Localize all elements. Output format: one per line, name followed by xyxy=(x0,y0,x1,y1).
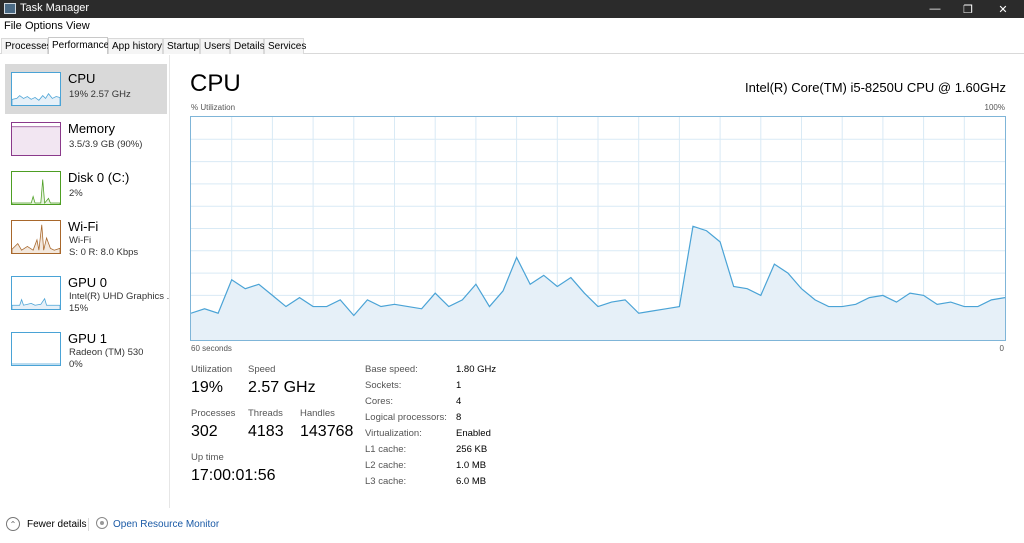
sidebar-item-name: Wi-Fi xyxy=(68,219,99,234)
sidebar-item-usage: 15% xyxy=(69,303,89,314)
sidebar-item-wifi[interactable]: Wi-Fi Wi-Fi S: 0 R: 8.0 Kbps xyxy=(5,212,167,262)
y-axis-label: % Utilization xyxy=(191,103,236,112)
spec-value: 256 KB xyxy=(456,444,488,455)
menu-view[interactable]: View xyxy=(66,20,90,32)
sidebar-item-detail: 3.5/3.9 GB (90%) xyxy=(69,139,143,150)
spec-value: 1.0 MB xyxy=(456,460,487,471)
resource-monitor-icon xyxy=(96,517,108,529)
open-resource-monitor-link[interactable]: Open Resource Monitor xyxy=(113,519,220,530)
disk-thumbnail-graph xyxy=(11,171,61,205)
utilization-value: 19% xyxy=(191,379,224,396)
maximize-button[interactable]: ❐ xyxy=(963,3,973,16)
handles-value: 143768 xyxy=(300,423,354,440)
sidebar-item-throughput: S: 0 R: 8.0 Kbps xyxy=(69,247,139,258)
spec-label: Virtualization: xyxy=(365,428,422,439)
sidebar-item-detail: Wi-Fi xyxy=(69,235,92,246)
memory-thumbnail-graph xyxy=(11,122,61,156)
cpu-usage-area xyxy=(191,226,1005,340)
processes-label: Processes xyxy=(191,408,236,419)
sidebar-item-name: GPU 0 xyxy=(68,275,108,290)
gpu0-thumbnail-graph xyxy=(11,276,61,310)
menu-options[interactable]: Options xyxy=(25,20,63,32)
sidebar-item-name: CPU xyxy=(68,71,96,86)
sidebar-item-gpu0[interactable]: GPU 0 Intel(R) UHD Graphics ... 15% xyxy=(5,268,169,318)
processes-value: 302 xyxy=(191,423,218,440)
sidebar-item-disk[interactable]: Disk 0 (C:) 2% xyxy=(5,163,167,213)
cpu-utilization-svg xyxy=(191,117,1005,340)
sidebar-item-detail: Radeon (TM) 530 xyxy=(69,347,144,358)
spec-value: 6.0 MB xyxy=(456,476,487,487)
sidebar-item-cpu[interactable]: CPU 19% 2.57 GHz xyxy=(5,64,167,114)
speed-label: Speed xyxy=(248,364,276,375)
cpu-model-name: Intel(R) Core(TM) i5-8250U CPU @ 1.60GHz xyxy=(745,80,1006,95)
spec-value: 8 xyxy=(456,412,462,423)
spec-label: L1 cache: xyxy=(365,444,407,455)
sidebar-item-gpu1[interactable]: GPU 1 Radeon (TM) 530 0% xyxy=(5,324,167,374)
sidebar-item-name: Disk 0 (C:) xyxy=(68,170,130,185)
sidebar-item-name: Memory xyxy=(68,121,115,136)
menu-bar: File Options View xyxy=(0,18,1024,35)
spec-value: 4 xyxy=(456,396,462,407)
tab-bar: Processes Performance App history Startu… xyxy=(0,36,1024,54)
sidebar-item-detail: Intel(R) UHD Graphics ... xyxy=(69,291,169,302)
uptime-label: Up time xyxy=(191,452,224,463)
footer: ⌃ Fewer details Open Resource Monitor xyxy=(0,513,1024,538)
tab-users[interactable]: Users xyxy=(200,38,230,54)
chevron-up-icon[interactable]: ⌃ xyxy=(6,517,20,531)
spec-label: Base speed: xyxy=(365,364,418,375)
utilization-label: Utilization xyxy=(191,364,233,375)
speed-value: 2.57 GHz xyxy=(248,379,316,396)
fewer-details-button[interactable]: Fewer details xyxy=(27,519,87,530)
uptime-value: 17:00:01:56 xyxy=(191,467,276,484)
wifi-thumbnail-graph xyxy=(11,220,61,254)
tab-app-history[interactable]: App history xyxy=(108,38,163,54)
sidebar-item-detail: 2% xyxy=(69,188,83,199)
cpu-utilization-graph xyxy=(190,116,1006,341)
sidebar-item-detail: 19% 2.57 GHz xyxy=(69,89,131,100)
menu-file[interactable]: File xyxy=(4,20,22,32)
tab-performance[interactable]: Performance xyxy=(48,37,109,54)
spec-value: 1 xyxy=(456,380,462,391)
spec-label: Sockets: xyxy=(365,380,402,391)
resource-sidebar: CPU 19% 2.57 GHz Memory 3.5/3.9 GB (90%)… xyxy=(0,55,170,508)
spec-label: L3 cache: xyxy=(365,476,407,487)
cpu-thumbnail-graph xyxy=(11,72,61,106)
gpu1-thumbnail-graph xyxy=(11,332,61,366)
minimize-button[interactable]: — xyxy=(929,3,941,15)
sidebar-item-usage: 0% xyxy=(69,359,83,370)
spec-value: 1.80 GHz xyxy=(456,364,497,375)
sidebar-item-name: GPU 1 xyxy=(68,331,108,346)
spec-label: L2 cache: xyxy=(365,460,407,471)
spec-value: Enabled xyxy=(456,428,491,439)
spec-label: Cores: xyxy=(365,396,393,407)
spec-label: Logical processors: xyxy=(365,412,447,423)
tab-details[interactable]: Details xyxy=(230,38,265,54)
sidebar-item-memory[interactable]: Memory 3.5/3.9 GB (90%) xyxy=(5,114,167,164)
page-title: CPU xyxy=(190,70,241,97)
task-manager-icon xyxy=(4,3,16,14)
y-axis-max-label: 100% xyxy=(984,103,1005,112)
x-axis-end-label: 0 xyxy=(999,344,1004,353)
close-button[interactable]: ✕ xyxy=(998,3,1008,16)
footer-divider xyxy=(88,518,89,531)
x-axis-label: 60 seconds xyxy=(191,344,232,353)
window-title: Task Manager xyxy=(20,2,90,14)
threads-label: Threads xyxy=(248,408,283,419)
handles-label: Handles xyxy=(300,408,335,419)
cpu-usage-line xyxy=(191,225,1005,317)
threads-value: 4183 xyxy=(248,423,284,440)
title-bar: Task Manager — ❐ ✕ xyxy=(0,0,1024,18)
tab-startup[interactable]: Startup xyxy=(163,38,200,54)
tab-services[interactable]: Services xyxy=(264,38,306,54)
tab-processes[interactable]: Processes xyxy=(1,38,52,54)
